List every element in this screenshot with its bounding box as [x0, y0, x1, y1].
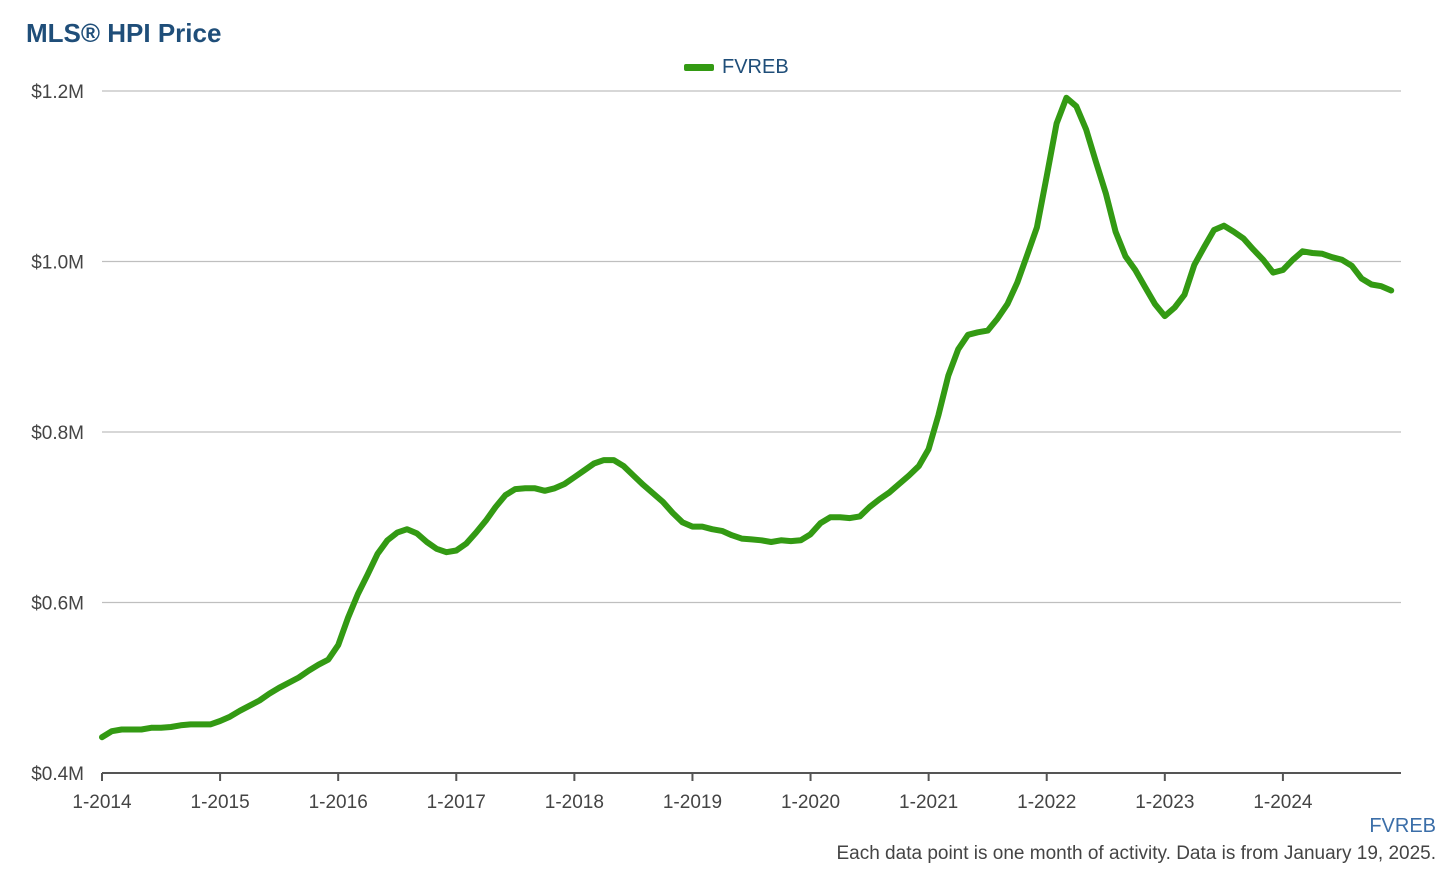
y-tick-label: $1.2M — [31, 82, 84, 103]
series-line-fvreb — [99, 94, 1395, 741]
x-tick-label: 1-2017 — [427, 792, 486, 813]
x-tick-label: 1-2023 — [1135, 792, 1194, 813]
y-tick-label: $0.6M — [31, 594, 84, 615]
x-tick-label: 1-2019 — [663, 792, 722, 813]
x-tick-label: 1-2024 — [1253, 792, 1313, 813]
chart-title: MLS® HPI Price — [26, 18, 222, 48]
legend-label: FVREB — [722, 56, 789, 78]
x-tick-label: 1-2021 — [899, 792, 958, 813]
y-tick-label: $0.8M — [31, 423, 84, 444]
x-tick-label: 1-2018 — [545, 792, 604, 813]
x-tick-label: 1-2022 — [1017, 792, 1076, 813]
x-tick-label: 1-2020 — [781, 792, 840, 813]
footnote: Each data point is one month of activity… — [836, 843, 1436, 864]
x-tick-label: 1-2016 — [309, 792, 368, 813]
legend-swatch — [684, 64, 714, 71]
y-tick-label: $0.4M — [31, 764, 84, 785]
y-tick-label: $1.0M — [31, 253, 84, 274]
legend[interactable]: FVREB — [684, 56, 789, 79]
x-tick-label: 1-2015 — [191, 792, 250, 813]
x-tick-label: 1-2014 — [72, 792, 132, 813]
source-label: FVREB — [1369, 815, 1436, 837]
